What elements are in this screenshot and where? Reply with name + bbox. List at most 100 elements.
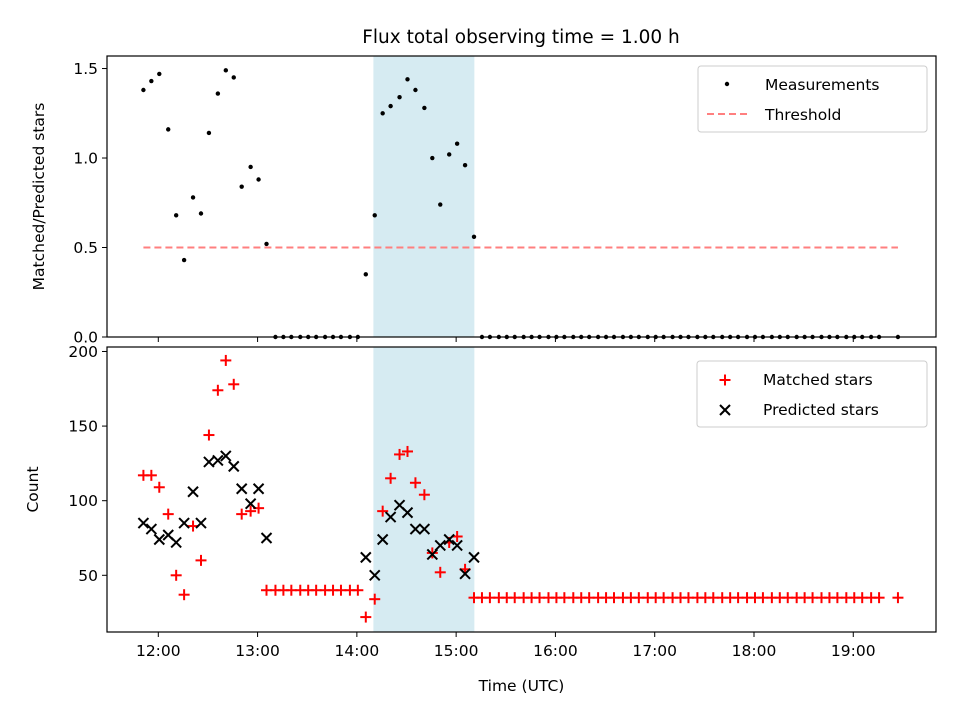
measurement-point: [446, 152, 452, 157]
ratio-legend-box: [697, 65, 928, 133]
matched-star-point: [203, 429, 215, 441]
x-tick-label: 14:00: [335, 642, 380, 660]
predicted-star-point: [145, 523, 158, 535]
predicted-star-point: [426, 548, 439, 561]
y-tick-label: 1.5: [73, 60, 98, 78]
ratio-axes: 0.0 0.5 1.0 1.5: [73, 60, 854, 347]
measurement-point: [380, 111, 385, 116]
x-marker-stroke: [252, 483, 265, 495]
matched-star-point: [236, 508, 248, 520]
measurement-point: [264, 241, 269, 247]
x-marker-stroke: [187, 486, 199, 498]
matched-star-point: [409, 477, 421, 489]
predicted-star-point: [220, 450, 232, 462]
legend-x-marker: [719, 404, 731, 416]
x-tick-label: 15:00: [434, 642, 479, 660]
measurement-point: [231, 75, 236, 80]
count-y-axis-label: Count: [24, 466, 42, 512]
matched-star-point: [245, 505, 257, 517]
x-marker-stroke: [137, 517, 150, 529]
matched-star-point: [162, 508, 174, 520]
measurement-point: [430, 155, 435, 161]
matched-star-point: [352, 584, 364, 596]
predicted-star-point: [360, 551, 372, 564]
legend-predicted-label: Predicted stars: [763, 401, 879, 419]
count-panel: 50 100 150 200 12:00 13:00 14:00 15:00 16:00 17:0…: [24, 343, 937, 695]
matched-star-point: [228, 378, 240, 390]
x-marker-stroke: [468, 551, 480, 564]
measurement-point: [141, 87, 146, 93]
measurement-point: [198, 211, 204, 216]
x-marker-stroke: [443, 533, 455, 546]
legend-plus-marker: [719, 374, 731, 386]
observing-window-shade: [373, 56, 475, 337]
x-marker-stroke: [153, 533, 165, 546]
matched-star-point: [145, 469, 157, 481]
matched-stars-layer: [137, 354, 904, 623]
x-tick-label: 18:00: [732, 642, 777, 660]
ratio-y-axis-label: Matched/Predicted stars: [30, 103, 48, 291]
measurement-point: [173, 213, 179, 218]
x-marker-stroke: [401, 506, 414, 519]
predicted-star-point: [443, 533, 455, 546]
predicted-star-point: [434, 539, 446, 552]
matched-star-point: [220, 354, 232, 366]
predicted-star-point: [203, 456, 215, 468]
predicted-star-point: [137, 517, 150, 529]
measurement-point: [223, 68, 229, 73]
legend-measurements-marker: [724, 81, 730, 87]
predicted-star-point: [252, 483, 265, 495]
x-tick-label: 19:00: [831, 642, 876, 660]
measurement-point: [256, 177, 261, 182]
x-marker-stroke: [178, 517, 190, 529]
matched-star-point: [377, 505, 389, 517]
measurement-point: [190, 195, 196, 200]
measurement-point: [405, 77, 410, 82]
predicted-star-point: [187, 486, 199, 498]
ratio-plot-frame: [106, 55, 937, 338]
predicted-star-point: [384, 511, 397, 523]
matched-star-point: [394, 448, 406, 460]
predicted-star-point: [170, 536, 182, 549]
matched-star-point: [360, 611, 372, 623]
y-tick-label: 0.5: [73, 239, 98, 257]
count-plot-frame: [106, 346, 937, 633]
y-tick-label: 1.0: [73, 150, 98, 168]
x-tick-label: 17:00: [632, 642, 677, 660]
measurement-point: [397, 94, 402, 100]
count-legend: Matched stars Predicted stars: [696, 360, 928, 428]
predicted-star-point: [369, 569, 381, 582]
predicted-star-point: [153, 533, 165, 546]
measurement-point: [239, 184, 244, 189]
measurement-point: [388, 103, 393, 109]
matched-star-point: [212, 384, 224, 396]
matched-star-point: [385, 472, 397, 484]
x-marker-stroke: [434, 539, 446, 552]
y-tick-label: 100: [68, 492, 98, 510]
legend-matched-marker: [719, 374, 731, 386]
predicted-star-point: [376, 533, 389, 546]
measurement-point: [438, 202, 443, 207]
x-marker-stroke: [235, 483, 248, 495]
x-tick-label: 16:00: [533, 642, 578, 660]
predicted-star-point: [244, 497, 257, 510]
measurement-point: [157, 71, 162, 77]
measurement-point: [413, 87, 418, 93]
x-marker-stroke: [244, 497, 257, 510]
x-marker-stroke: [393, 499, 406, 511]
predicted-star-point: [235, 483, 248, 495]
predicted-star-point: [212, 454, 224, 467]
x-marker-stroke: [212, 454, 224, 467]
measurement-point: [471, 234, 477, 239]
legend-measurements-label: Measurements: [765, 76, 880, 94]
predicted-star-point: [178, 517, 190, 529]
predicted-star-point: [401, 506, 414, 519]
x-marker-stroke: [360, 551, 372, 564]
ratio-panel: 0.0 0.5 1.0 1.5 Matched/Predicted stars Mea…: [30, 55, 937, 347]
legend-matched-label: Matched stars: [763, 371, 873, 389]
predicted-star-point: [409, 523, 422, 535]
x-marker-stroke: [145, 523, 158, 535]
measurement-point: [454, 141, 460, 146]
predicted-star-point: [228, 460, 240, 473]
x-marker-stroke: [418, 523, 431, 535]
